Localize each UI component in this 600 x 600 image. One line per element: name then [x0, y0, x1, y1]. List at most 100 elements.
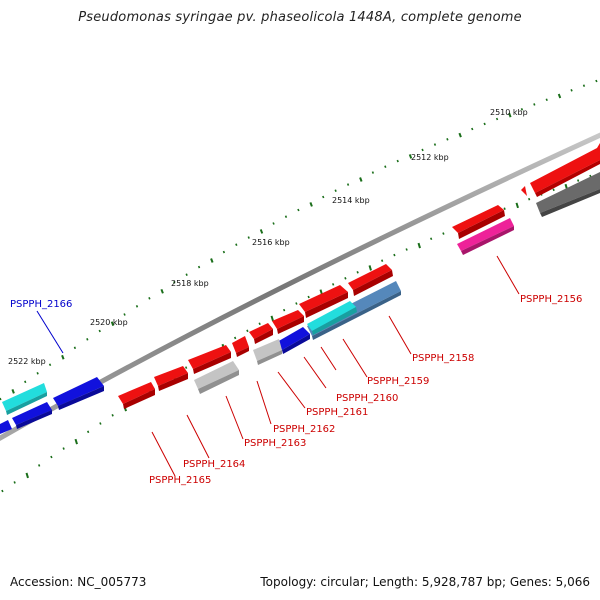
gene-label-pspph-2156[interactable]: PSPPH_2156 — [520, 294, 582, 305]
tick-mark — [307, 295, 310, 299]
tick-mark — [61, 354, 65, 360]
tick-mark — [110, 321, 115, 327]
tick-mark — [595, 79, 598, 83]
tick-mark — [446, 137, 449, 141]
tick-mark — [36, 371, 39, 375]
tick-label: 2512 kbp — [411, 153, 449, 162]
gene-arrow[interactable] — [12, 402, 52, 429]
tick-mark — [495, 117, 499, 121]
tick-mark — [73, 346, 77, 350]
tick-mark — [433, 143, 437, 146]
tick-mark — [270, 315, 274, 322]
gene-arrow[interactable] — [452, 205, 505, 239]
tick-mark — [322, 195, 325, 199]
tick-mark — [346, 183, 350, 186]
tick-label: 2516 kbp — [252, 238, 290, 247]
tick-mark — [99, 422, 102, 425]
gene-arrow[interactable] — [53, 377, 104, 410]
tick-label: 2520 kbp — [90, 318, 128, 327]
tick-mark — [508, 112, 512, 118]
gene-arrow[interactable] — [299, 285, 348, 318]
gene-arrow[interactable] — [307, 301, 357, 335]
gene-arrow[interactable] — [457, 218, 514, 255]
tick-mark — [148, 296, 151, 300]
tick-mark — [24, 380, 27, 384]
tick-mark — [74, 438, 78, 445]
gene-arrow[interactable] — [188, 345, 231, 374]
gene-arrow[interactable] — [0, 420, 12, 434]
gene-arrow[interactable] — [277, 327, 310, 354]
tick-label: 2514 kbp — [332, 196, 370, 205]
gene-arrow[interactable] — [536, 172, 600, 217]
gene-label-group: PSPPH_2156 PSPPH_2158 PSPPH_2159 PSPPH_2160… — [10, 294, 582, 486]
tick-mark — [123, 313, 126, 316]
tick-mark — [295, 302, 298, 305]
gene-arrow[interactable] — [232, 336, 249, 357]
genome-summary-text: Topology: circular; Length: 5,928,787 bp… — [260, 575, 590, 589]
tick-mark — [135, 305, 139, 308]
tick-mark — [545, 98, 548, 102]
tick-mark — [185, 366, 188, 369]
tick-mark — [283, 308, 286, 312]
gene-label-pspph-2166[interactable]: PSPPH_2166 — [10, 299, 72, 310]
gene-arrow[interactable] — [272, 310, 304, 334]
tick-mark — [393, 253, 396, 257]
tick-mark — [62, 447, 65, 450]
leader-lines — [36, 255, 520, 477]
tick-mark — [396, 159, 399, 163]
tick-mark — [359, 177, 363, 182]
tick-mark — [577, 179, 580, 182]
gene-arrow[interactable] — [118, 382, 155, 409]
gene-arrow[interactable] — [194, 361, 239, 394]
tick-mark — [533, 103, 536, 106]
tick-mark — [111, 413, 114, 417]
gene-label-pspph-2161[interactable]: PSPPH_2161 — [306, 407, 368, 418]
tick-mark — [87, 430, 90, 434]
gene-arrow[interactable] — [2, 383, 47, 415]
tick-mark — [528, 197, 531, 201]
tick-mark — [259, 229, 264, 234]
gene-label-pspph-2160[interactable]: PSPPH_2160 — [336, 393, 398, 404]
tick-mark — [222, 250, 226, 254]
gene-label-pspph-2158[interactable]: PSPPH_2158 — [412, 353, 474, 364]
tick-mark — [515, 202, 519, 209]
tick-mark — [235, 243, 238, 247]
tick-mark — [384, 165, 387, 169]
gene-label-pspph-2163[interactable]: PSPPH_2163 — [244, 438, 306, 449]
gene-label-pspph-2162[interactable]: PSPPH_2162 — [273, 424, 335, 435]
tick-mark — [421, 148, 424, 152]
tick-mark — [258, 322, 261, 326]
gene-label-pspph-2164[interactable]: PSPPH_2164 — [183, 459, 245, 470]
tick-mark — [552, 188, 555, 192]
tick-mark — [381, 259, 384, 262]
gene-label-pspph-2159[interactable]: PSPPH_2159 — [367, 376, 429, 387]
tick-mark — [557, 93, 562, 99]
tick-mark — [0, 397, 2, 401]
gene-arrow[interactable] — [253, 339, 282, 365]
gene-arrow[interactable] — [249, 323, 273, 344]
tick-mark — [442, 232, 445, 235]
gene-label-pspph-2165[interactable]: PSPPH_2165 — [149, 475, 211, 486]
tick-mark — [368, 265, 372, 271]
tick-mark — [582, 84, 586, 87]
gene-arrow[interactable] — [154, 366, 188, 391]
gene-arrow[interactable] — [521, 186, 527, 196]
tick-mark — [272, 222, 275, 225]
tick-mark — [247, 236, 250, 239]
gene-arrow[interactable] — [530, 143, 600, 197]
tick-label-group: 2510 kbp 2512 kbp 2514 kbp 2516 kbp 2518 kbp… — [8, 108, 528, 366]
tick-mark — [210, 258, 214, 263]
tick-label: 2518 kbp — [171, 279, 209, 288]
tick-mark — [234, 336, 237, 340]
tick-mark — [430, 237, 433, 241]
tick-mark — [197, 265, 201, 269]
tick-mark — [160, 288, 164, 294]
tick-mark — [458, 132, 462, 138]
tick-mark — [405, 248, 408, 251]
tick-mark — [98, 329, 101, 333]
tick-mark — [185, 273, 188, 276]
tick-mark — [48, 363, 52, 367]
tick-mark — [417, 242, 421, 249]
gene-arrow[interactable] — [348, 264, 393, 296]
